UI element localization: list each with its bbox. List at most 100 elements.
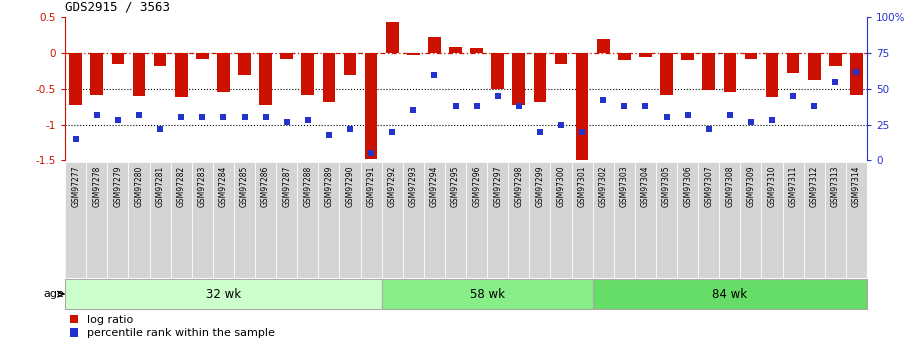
Bar xyxy=(491,53,504,89)
Bar xyxy=(297,162,319,278)
Bar xyxy=(702,53,715,90)
Bar xyxy=(192,162,213,278)
Point xyxy=(216,115,231,120)
Point xyxy=(575,129,589,135)
Text: age: age xyxy=(43,289,64,299)
Text: GSM97312: GSM97312 xyxy=(810,166,819,207)
Text: GSM97284: GSM97284 xyxy=(219,166,228,207)
Bar xyxy=(319,162,339,278)
Bar xyxy=(719,162,740,278)
Bar xyxy=(108,162,129,278)
Point xyxy=(744,119,758,125)
Bar xyxy=(804,162,824,278)
Bar xyxy=(698,162,719,278)
Text: GSM97305: GSM97305 xyxy=(662,166,671,207)
Bar xyxy=(555,53,567,64)
Bar xyxy=(850,53,862,95)
Bar xyxy=(403,162,424,278)
Text: GSM97308: GSM97308 xyxy=(725,166,734,207)
Point xyxy=(448,103,462,109)
Bar xyxy=(65,162,86,278)
Text: GSM97287: GSM97287 xyxy=(282,166,291,207)
Text: GSM97302: GSM97302 xyxy=(599,166,608,207)
Bar xyxy=(534,53,547,102)
Legend: log ratio, percentile rank within the sample: log ratio, percentile rank within the sa… xyxy=(65,310,280,343)
Bar xyxy=(681,53,694,60)
Point xyxy=(300,118,315,123)
Bar xyxy=(745,53,757,59)
Bar xyxy=(808,53,821,80)
Bar xyxy=(276,162,297,278)
Text: GSM97311: GSM97311 xyxy=(788,166,797,207)
Bar xyxy=(449,47,462,53)
Bar xyxy=(70,53,82,105)
Bar xyxy=(677,162,698,278)
Text: GSM97293: GSM97293 xyxy=(409,166,418,207)
Bar xyxy=(260,53,271,105)
Point xyxy=(533,129,548,135)
Bar xyxy=(196,53,209,59)
Bar xyxy=(572,162,593,278)
Point xyxy=(110,118,125,123)
Bar xyxy=(445,162,466,278)
Point xyxy=(722,112,737,117)
Bar xyxy=(382,162,403,278)
Text: GSM97294: GSM97294 xyxy=(430,166,439,207)
Bar xyxy=(509,162,529,278)
Bar xyxy=(386,22,398,53)
Bar xyxy=(661,53,672,95)
Bar xyxy=(281,53,293,59)
Bar xyxy=(593,279,867,309)
Bar xyxy=(487,162,509,278)
Bar xyxy=(512,53,525,105)
Text: GSM97307: GSM97307 xyxy=(704,166,713,207)
Bar xyxy=(238,53,251,75)
Bar xyxy=(529,162,550,278)
Bar xyxy=(111,53,124,64)
Bar xyxy=(154,53,167,66)
Bar xyxy=(175,53,187,97)
Text: GSM97280: GSM97280 xyxy=(135,166,144,207)
Bar xyxy=(213,162,234,278)
Bar xyxy=(234,162,255,278)
Text: GSM97282: GSM97282 xyxy=(176,166,186,207)
Bar xyxy=(365,53,377,159)
Text: GSM97313: GSM97313 xyxy=(831,166,840,207)
Point xyxy=(849,69,863,75)
Bar xyxy=(471,48,483,53)
Text: GSM97300: GSM97300 xyxy=(557,166,566,207)
Text: GSM97288: GSM97288 xyxy=(303,166,312,207)
Text: 32 wk: 32 wk xyxy=(205,288,241,300)
Text: GSM97303: GSM97303 xyxy=(620,166,629,207)
Text: GSM97292: GSM97292 xyxy=(387,166,396,207)
Bar xyxy=(339,162,360,278)
Point xyxy=(406,108,421,113)
Point xyxy=(385,129,399,135)
Point xyxy=(596,98,611,103)
Point xyxy=(638,103,653,109)
Bar xyxy=(593,162,614,278)
Bar xyxy=(597,39,610,53)
Bar xyxy=(786,53,799,73)
Bar xyxy=(255,162,276,278)
Bar xyxy=(65,279,382,309)
Bar xyxy=(428,37,441,53)
Point xyxy=(511,103,526,109)
Bar xyxy=(824,162,846,278)
Text: GSM97281: GSM97281 xyxy=(156,166,165,207)
Text: GSM97279: GSM97279 xyxy=(113,166,122,207)
Point xyxy=(237,115,252,120)
Point xyxy=(786,93,800,99)
Bar xyxy=(466,162,487,278)
Text: GSM97306: GSM97306 xyxy=(683,166,692,207)
Bar xyxy=(149,162,171,278)
Bar xyxy=(740,162,761,278)
Bar xyxy=(783,162,804,278)
Bar xyxy=(846,162,867,278)
Bar xyxy=(614,162,635,278)
Bar xyxy=(656,162,677,278)
Point xyxy=(153,126,167,132)
Point xyxy=(427,72,442,77)
Text: GSM97278: GSM97278 xyxy=(92,166,101,207)
Point xyxy=(321,132,336,137)
